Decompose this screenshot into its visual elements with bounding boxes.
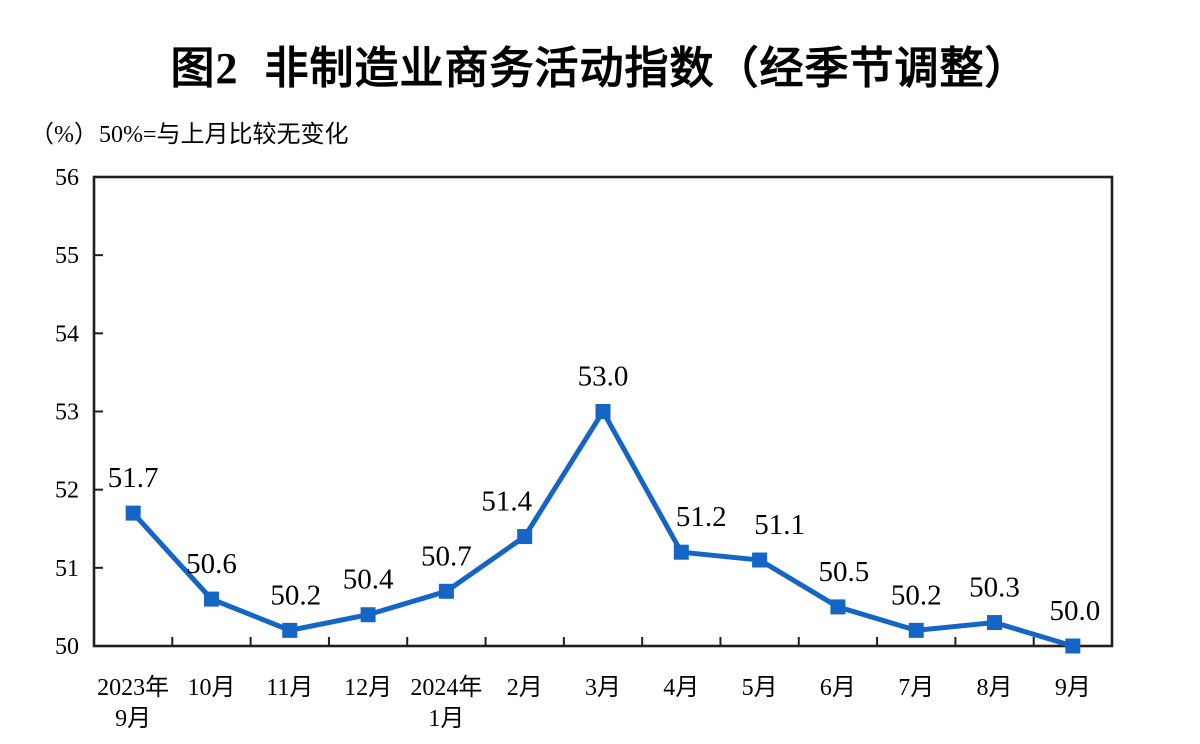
data-point-label: 50.7: [421, 540, 472, 572]
x-axis-tick-label: 9月: [1055, 675, 1091, 701]
data-point-label: 50.2: [891, 579, 942, 611]
x-axis-tick-label: 1月: [428, 706, 464, 732]
data-point-label: 50.3: [969, 572, 1020, 604]
data-point-marker: [987, 615, 1003, 631]
data-point-label: 50.0: [1049, 595, 1100, 627]
data-point-marker: [1065, 638, 1081, 654]
data-point-marker: [673, 544, 689, 560]
data-point-label: 51.7: [108, 462, 159, 494]
reference-line-note: 50%=与上月比较无变化: [99, 122, 349, 148]
x-axis-tick-label: 10月: [187, 675, 235, 701]
x-axis-tick-label: 2023年: [97, 674, 169, 701]
y-axis-tick-label: 55: [55, 243, 79, 269]
y-axis-tick-label: 53: [55, 400, 79, 426]
data-point-marker: [517, 529, 533, 545]
x-axis-tick-label: 11月: [266, 675, 313, 701]
data-point-marker: [595, 404, 611, 419]
data-point-marker: [830, 599, 846, 615]
x-axis-tick-label: 9月: [115, 706, 151, 732]
data-point-marker: [203, 591, 219, 607]
chart-title: 图2 非制造业商务活动指数（经季节调整）: [170, 44, 1030, 93]
x-axis-tick-label: 6月: [820, 675, 856, 701]
x-axis-tick-label: 7月: [898, 675, 934, 701]
data-point-marker: [282, 622, 298, 638]
data-point-label: 50.6: [186, 548, 237, 580]
data-point-marker: [908, 622, 924, 638]
x-axis-tick-label: 2024年: [410, 674, 482, 701]
x-axis-tick-label: 12月: [344, 675, 392, 701]
x-axis-tick-label: 5月: [742, 675, 778, 701]
data-point-label: 50.2: [270, 579, 321, 611]
data-point-marker: [438, 583, 454, 599]
y-axis-unit-label: （%）: [30, 122, 98, 148]
y-axis-tick-label: 54: [55, 321, 79, 347]
data-point-label: 51.2: [676, 501, 727, 533]
y-axis-tick-label: 50: [55, 634, 79, 660]
data-point-marker: [752, 552, 768, 568]
x-axis-tick-label: 8月: [977, 675, 1013, 701]
x-axis-tick-label: 3月: [585, 675, 621, 701]
data-point-label: 50.5: [819, 556, 870, 588]
data-point-label: 53.0: [578, 361, 629, 393]
y-axis-tick-label: 51: [55, 556, 79, 582]
x-axis-tick-label: 2月: [507, 675, 543, 701]
y-axis-tick-label: 52: [55, 478, 79, 504]
data-point-label: 51.4: [481, 486, 532, 518]
data-point-marker: [125, 505, 141, 521]
data-point-marker: [360, 607, 376, 623]
data-point-label: 50.4: [343, 564, 394, 596]
data-point-label: 51.1: [754, 509, 805, 541]
x-axis-tick-label: 4月: [663, 675, 699, 701]
y-axis-tick-label: 56: [55, 165, 79, 191]
